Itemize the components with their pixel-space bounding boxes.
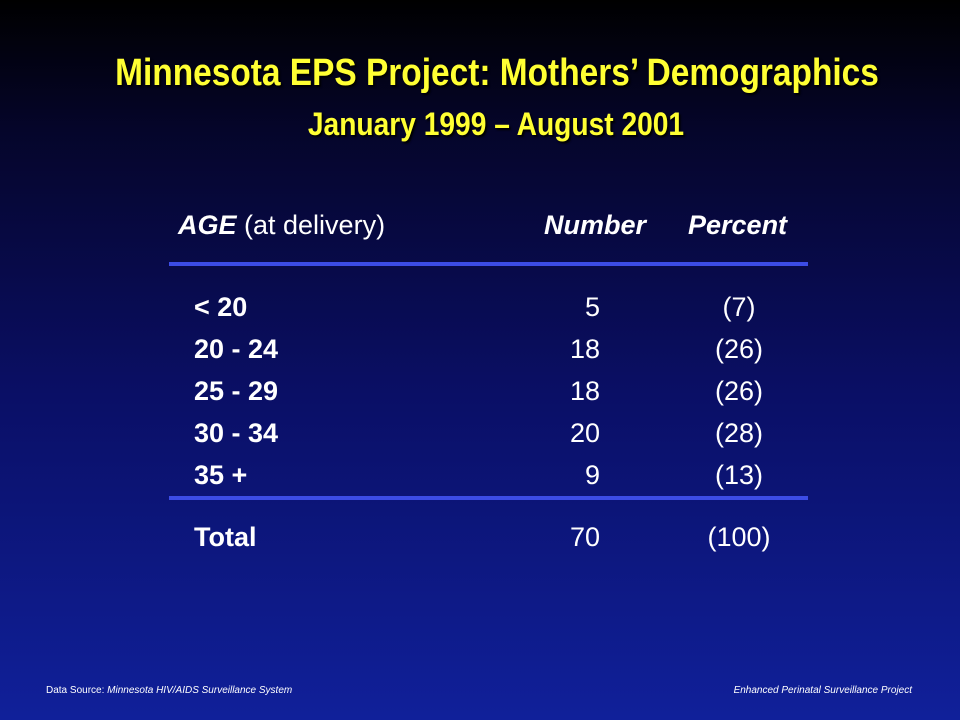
row-age-label: 25 - 29: [194, 376, 279, 406]
total-label: Total: [194, 522, 257, 552]
row-percent: (13): [714, 460, 763, 490]
row-number: 18: [569, 376, 600, 406]
table-row: 25 - 29 18 (26): [0, 376, 960, 418]
row-age-label: 30 - 34: [194, 418, 279, 448]
row-number: 9: [584, 460, 600, 490]
table-total-row: Total 70 (100): [0, 522, 960, 564]
table-row: 20 - 24 18 (26): [0, 334, 960, 376]
row-age-label: < 20: [194, 292, 248, 322]
row-age-label: 20 - 24: [194, 334, 279, 364]
header-age: AGE (at delivery): [178, 210, 385, 241]
table-top-rule: [169, 262, 808, 266]
row-percent: (26): [714, 376, 763, 406]
row-number: 20: [569, 418, 600, 448]
table-row: < 20 5 (7): [0, 292, 960, 334]
table-row: 30 - 34 20 (28): [0, 418, 960, 460]
header-percent: Percent: [688, 210, 788, 240]
slide-subtitle: January 1999 – August 2001: [307, 106, 685, 142]
total-percent: (100): [707, 522, 771, 552]
header-age-rest: (at delivery): [236, 210, 386, 240]
row-percent: (26): [714, 334, 763, 364]
slide-title: Minnesota EPS Project: Mothers’ Demograp…: [115, 52, 879, 94]
table-row: 35 + 9 (13): [0, 460, 960, 502]
footer-data-source: Data Source: Minnesota HIV/AIDS Surveill…: [46, 685, 292, 696]
row-percent: (7): [722, 292, 756, 322]
footer-source-name: Minnesota HIV/AIDS Surveillance System: [107, 685, 293, 696]
row-percent: (28): [714, 418, 763, 448]
table-bottom-rule: [169, 496, 808, 500]
row-age-label: 35 +: [194, 460, 248, 490]
footer-project: Enhanced Perinatal Surveillance Project: [733, 685, 912, 696]
total-number: 70: [569, 522, 600, 552]
header-number: Number: [544, 210, 647, 240]
header-age-bold: AGE: [178, 210, 237, 240]
row-number: 5: [584, 292, 600, 322]
footer-source-prefix: Data Source:: [46, 685, 108, 696]
row-number: 18: [569, 334, 600, 364]
